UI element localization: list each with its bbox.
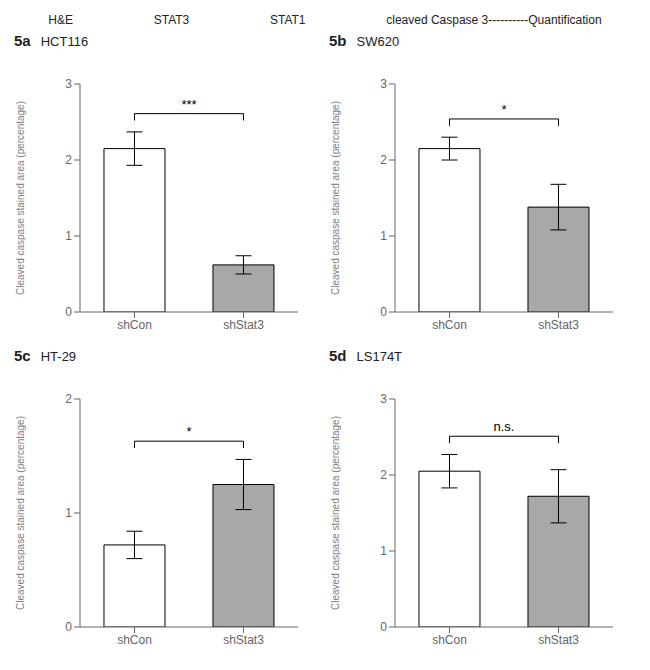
svg-text:shStat3: shStat3 <box>223 633 264 647</box>
svg-text:*: * <box>186 424 191 439</box>
svg-text:1: 1 <box>380 544 387 558</box>
svg-text:***: *** <box>181 97 196 112</box>
html-text:H&E: H&E <box>48 13 73 27</box>
svg-text:0: 0 <box>65 620 72 634</box>
html-text:STAT1: STAT1 <box>270 13 306 27</box>
html-text:5b: 5b <box>329 32 347 49</box>
svg-text:shStat3: shStat3 <box>223 318 264 332</box>
svg-text:1: 1 <box>65 229 72 243</box>
svg-text:shCon: shCon <box>117 318 152 332</box>
svg-text:shStat3: shStat3 <box>538 318 579 332</box>
html-text:cleaved Caspase 3----------Qua: cleaved Caspase 3----------Quantificatio… <box>386 13 602 27</box>
svg-text:1: 1 <box>65 506 72 520</box>
html-text:HT-29: HT-29 <box>40 349 77 364</box>
svg-text:0: 0 <box>380 620 387 634</box>
svg-text:shCon: shCon <box>432 318 467 332</box>
html-text:LS174T: LS174T <box>356 349 403 364</box>
svg-text:shCon: shCon <box>117 633 152 647</box>
svg-text:Cleaved caspase stained area (: Cleaved caspase stained area (percentage… <box>15 101 26 295</box>
svg-text:3: 3 <box>380 392 387 406</box>
html-text:SW620: SW620 <box>356 34 400 49</box>
svg-text:1: 1 <box>380 229 387 243</box>
svg-text:2: 2 <box>65 153 72 167</box>
svg-text:Cleaved caspase stained area (: Cleaved caspase stained area (percentage… <box>15 416 26 610</box>
svg-text:n.s.: n.s. <box>494 419 515 434</box>
svg-text:Cleaved caspase stained area (: Cleaved caspase stained area (percentage… <box>330 416 341 610</box>
html-text:5a: 5a <box>14 32 31 49</box>
svg-text:3: 3 <box>380 77 387 91</box>
svg-text:shStat3: shStat3 <box>538 633 579 647</box>
svg-text:2: 2 <box>65 392 72 406</box>
html-text:HCT116: HCT116 <box>40 34 89 49</box>
html-text:5d: 5d <box>329 347 347 364</box>
svg-text:2: 2 <box>380 468 387 482</box>
svg-text:*: * <box>501 102 506 117</box>
svg-text:3: 3 <box>65 77 72 91</box>
html-text:5c: 5c <box>14 347 31 364</box>
html-text:STAT3: STAT3 <box>153 13 190 27</box>
svg-text:0: 0 <box>65 305 72 319</box>
svg-text:shCon: shCon <box>432 633 467 647</box>
svg-text:0: 0 <box>380 305 387 319</box>
svg-text:Cleaved caspase stained area (: Cleaved caspase stained area (percentage… <box>330 101 341 295</box>
svg-text:2: 2 <box>380 153 387 167</box>
